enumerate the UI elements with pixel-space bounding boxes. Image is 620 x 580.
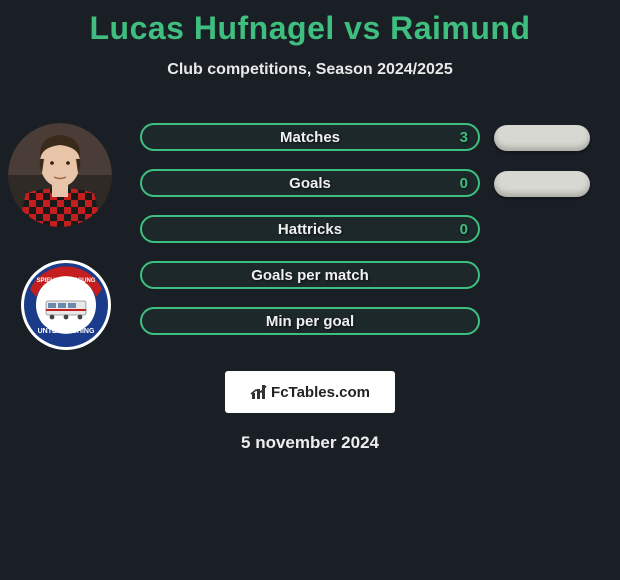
stat-row: Hattricks 0 (0, 215, 620, 261)
stat-value: 0 (460, 221, 468, 238)
content-area: SPIELVEREINIGUNG UNTERHACHING Matches3Go… (0, 123, 620, 353)
stat-pill (494, 171, 590, 197)
stat-label: Hattricks (278, 221, 342, 238)
stat-value: 3 (460, 129, 468, 146)
stat-row: Goals per match (0, 261, 620, 307)
stat-bar: Hattricks 0 (140, 215, 480, 243)
page-title: Lucas Hufnagel vs Raimund (0, 0, 620, 47)
stat-label: Matches (280, 129, 340, 146)
stats-bars: Matches 3 Goals 0 Hattricks 0 Goals per match M… (0, 123, 620, 353)
branding-text: FcTables.com (271, 384, 370, 401)
stat-bar: Goals per match (140, 261, 480, 289)
stat-label: Min per goal (266, 313, 354, 330)
stat-pill (494, 125, 590, 151)
stat-row: Matches 3 (0, 123, 620, 169)
branding-box: FcTables.com (225, 371, 395, 413)
stat-row: Goals 0 (0, 169, 620, 215)
stat-row: Min per goal (0, 307, 620, 353)
chart-icon (250, 383, 268, 401)
stat-bar: Matches 3 (140, 123, 480, 151)
stat-value: 0 (460, 175, 468, 192)
stat-label: Goals (289, 175, 331, 192)
stat-bar: Min per goal (140, 307, 480, 335)
subtitle: Club competitions, Season 2024/2025 (0, 61, 620, 79)
stat-bar: Goals 0 (140, 169, 480, 197)
date-text: 5 november 2024 (0, 433, 620, 453)
stat-label: Goals per match (251, 267, 369, 284)
